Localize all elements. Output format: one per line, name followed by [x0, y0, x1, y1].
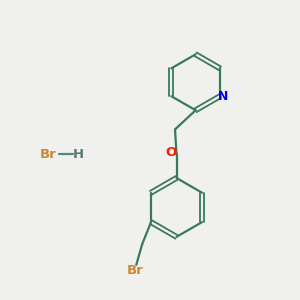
Text: Br: Br — [40, 148, 57, 161]
Text: Br: Br — [126, 264, 143, 277]
Text: H: H — [72, 148, 83, 161]
Text: O: O — [166, 146, 177, 159]
Text: N: N — [218, 90, 229, 103]
